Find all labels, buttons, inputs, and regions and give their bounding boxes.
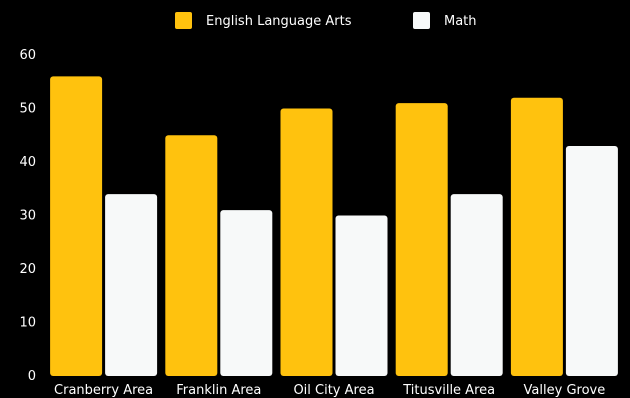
y-tick-label: 10 xyxy=(19,316,36,331)
legend: English Language Arts Math xyxy=(175,12,477,29)
legend-label-english-language-arts: English Language Arts xyxy=(206,14,352,29)
y-tick-label: 0 xyxy=(28,369,36,384)
bar-math-titusville-area xyxy=(450,194,503,376)
y-tick-label: 50 xyxy=(19,102,36,117)
x-category-label: Franklin Area xyxy=(176,383,261,398)
bar-english-language-arts-franklin-area xyxy=(165,135,218,376)
legend-label-math: Math xyxy=(444,14,477,29)
legend-swatch-english-language-arts xyxy=(175,12,192,29)
x-category-label: Titusville Area xyxy=(402,383,495,398)
x-category-label: Valley Grove xyxy=(524,383,606,398)
bar-math-franklin-area xyxy=(220,210,273,376)
x-category-label: Oil City Area xyxy=(293,383,374,398)
bars xyxy=(50,76,618,377)
bar-english-language-arts-titusville-area xyxy=(395,103,448,377)
bar-english-language-arts-oil-city-area xyxy=(280,108,333,376)
legend-swatch-math xyxy=(413,12,430,29)
bar-english-language-arts-valley-grove xyxy=(510,97,563,377)
bar-english-language-arts-cranberry-area xyxy=(50,76,103,377)
x-axis: Cranberry Area Franklin Area Oil City Area… xyxy=(54,383,605,398)
x-category-label: Cranberry Area xyxy=(54,383,153,398)
y-tick-label: 20 xyxy=(19,262,36,277)
y-tick-label: 60 xyxy=(19,48,36,63)
y-tick-label: 40 xyxy=(19,155,36,170)
y-axis: 0 10 20 30 40 50 60 xyxy=(19,48,36,384)
bar-math-oil-city-area xyxy=(335,215,388,376)
bar-math-cranberry-area xyxy=(105,194,158,376)
y-tick-label: 30 xyxy=(19,209,36,224)
bar-math-valley-grove xyxy=(565,145,618,376)
